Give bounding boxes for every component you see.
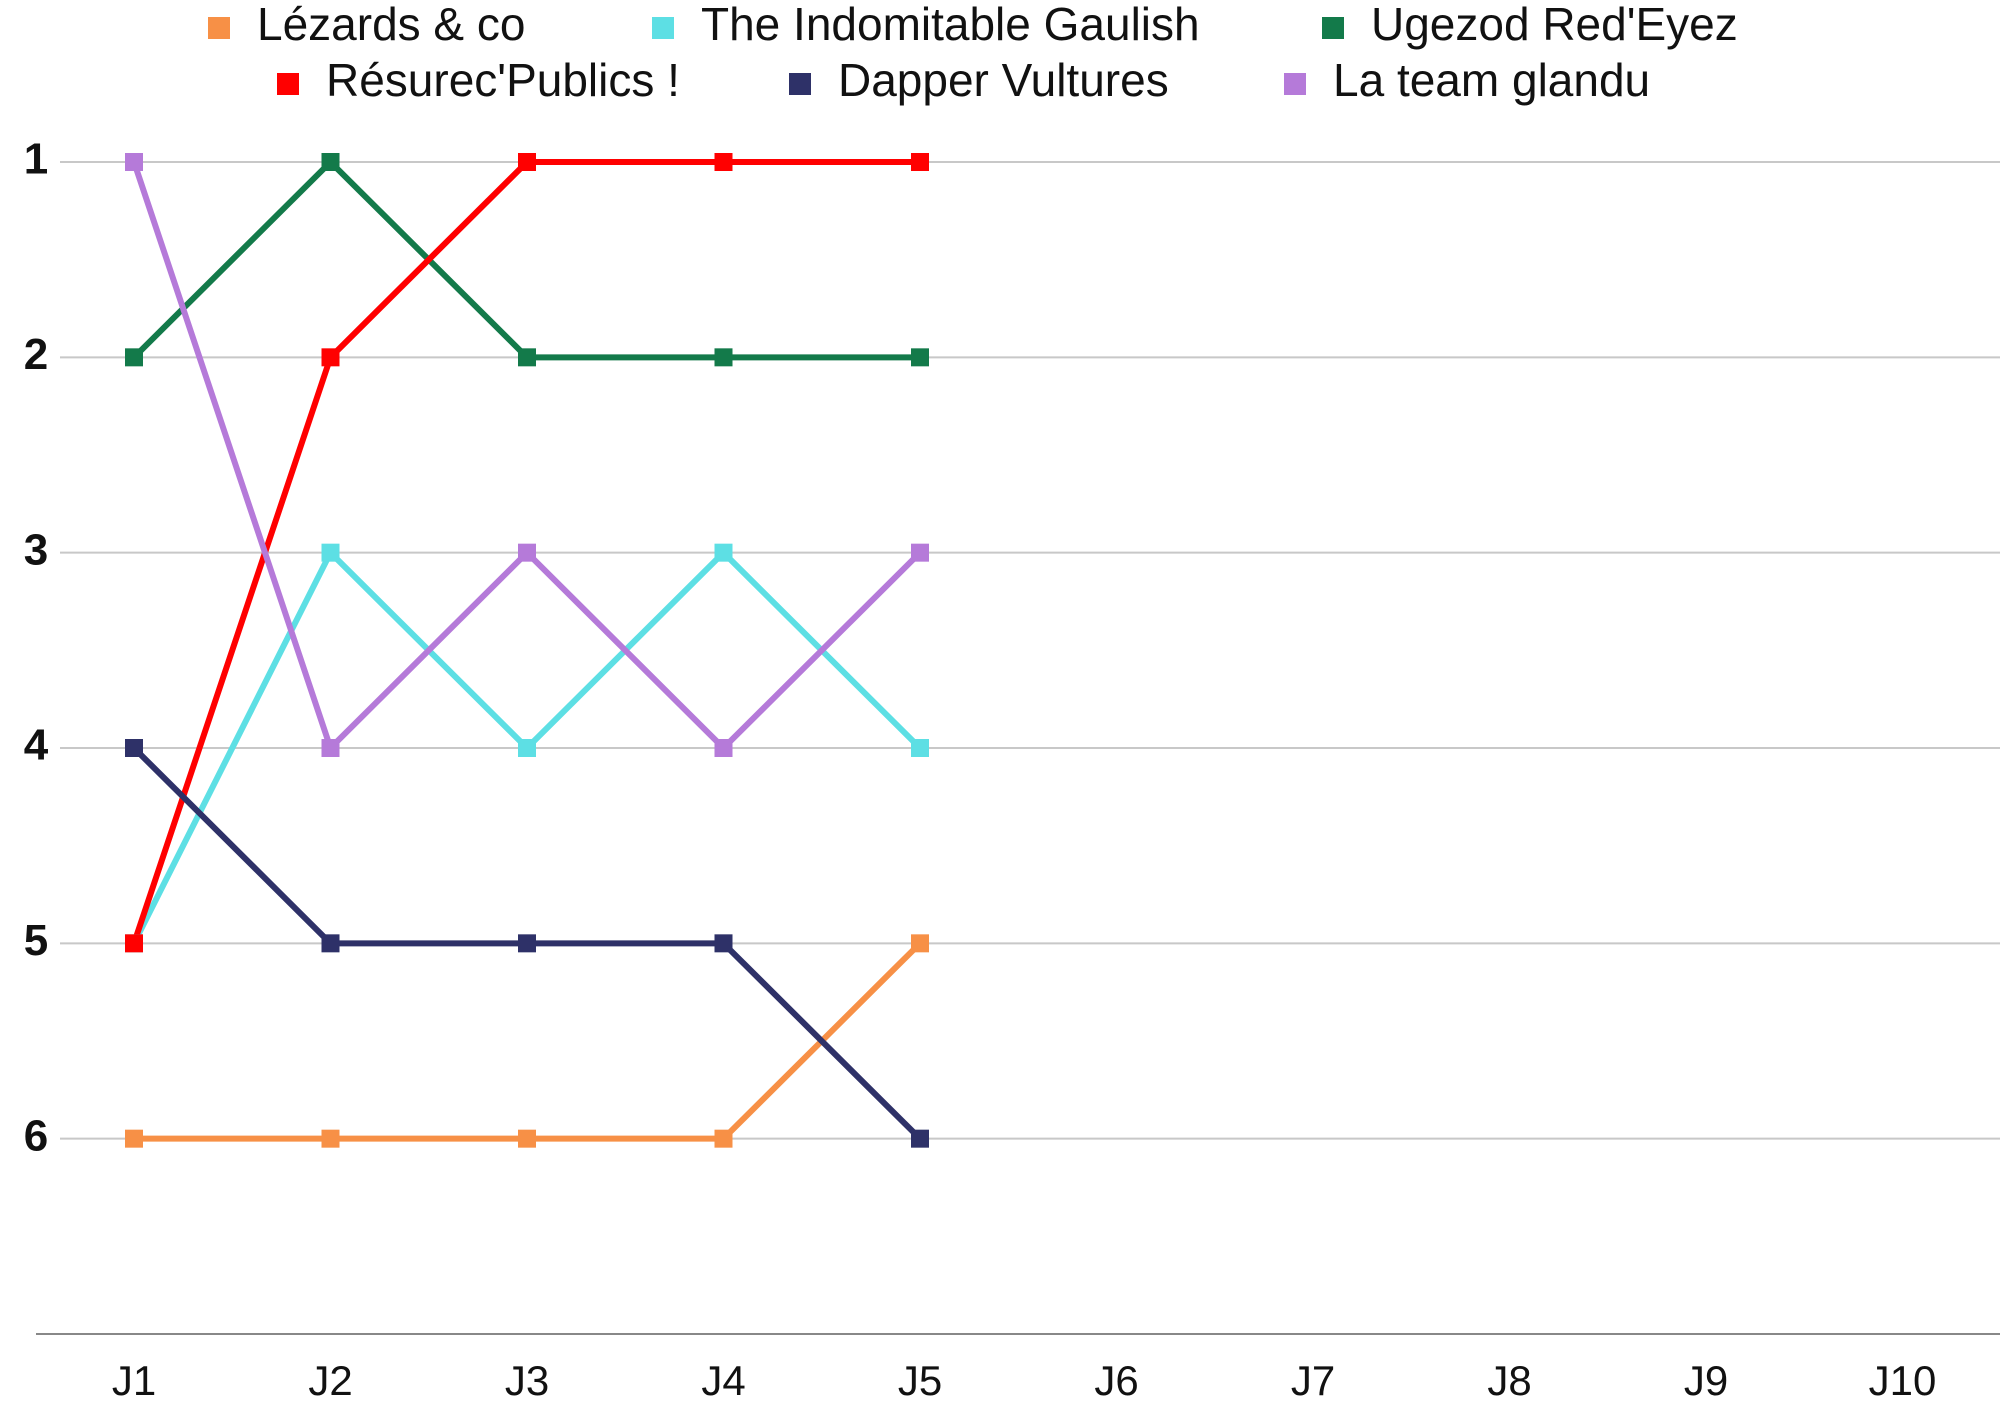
x-tick-label: J4 xyxy=(701,1357,745,1404)
y-tick-label: 1 xyxy=(24,135,48,184)
y-tick-label: 5 xyxy=(24,916,48,965)
point-marker xyxy=(125,1129,143,1148)
point-marker xyxy=(714,543,733,562)
legend-swatch xyxy=(652,17,674,39)
legend-label: Résurec'Publics ! xyxy=(326,54,680,106)
series-line xyxy=(134,941,923,1142)
point-marker xyxy=(321,1129,340,1148)
point-marker xyxy=(125,348,143,367)
point-marker xyxy=(911,739,929,757)
y-tick-label: 4 xyxy=(24,721,49,770)
point-marker xyxy=(321,543,340,562)
point-marker xyxy=(714,739,733,757)
point-marker xyxy=(321,739,340,757)
point-marker xyxy=(911,1129,929,1148)
x-tick-label: J7 xyxy=(1291,1357,1335,1404)
x-tick-label: J1 xyxy=(112,1357,156,1404)
point-marker xyxy=(518,1129,536,1148)
point-marker xyxy=(714,1129,733,1148)
legend-label: The Indomitable Gaulish xyxy=(701,0,1200,50)
point-marker xyxy=(321,934,340,953)
x-tick-label: J2 xyxy=(308,1357,352,1404)
point-marker xyxy=(714,348,733,367)
point-marker xyxy=(125,153,143,171)
legend-swatch xyxy=(277,73,299,95)
x-tick-label: J3 xyxy=(505,1357,549,1404)
x-tick-label: J5 xyxy=(898,1357,942,1404)
legend-swatch xyxy=(1284,73,1306,95)
legend-swatch xyxy=(1322,17,1344,39)
point-marker xyxy=(518,543,536,562)
point-marker xyxy=(125,739,143,757)
point-marker xyxy=(518,739,536,757)
point-marker xyxy=(125,934,143,953)
point-marker xyxy=(321,153,340,171)
point-marker xyxy=(714,934,733,953)
point-marker xyxy=(321,348,340,367)
legend-label: Dapper Vultures xyxy=(838,54,1169,106)
x-tick-label: J8 xyxy=(1487,1357,1531,1404)
x-tick-label: J9 xyxy=(1684,1357,1728,1404)
y-tick-label: 6 xyxy=(24,1111,48,1160)
x-tick-label: J6 xyxy=(1094,1357,1138,1404)
point-marker xyxy=(518,153,536,171)
point-marker xyxy=(911,348,929,367)
legend-swatch xyxy=(208,17,230,39)
point-marker xyxy=(518,348,536,367)
point-marker xyxy=(911,934,929,953)
series-line xyxy=(131,161,923,751)
legend-label: Lézards & co xyxy=(257,0,525,50)
x-tick-label: J10 xyxy=(1869,1357,1937,1404)
point-marker xyxy=(714,153,733,171)
point-marker xyxy=(911,543,929,562)
y-tick-label: 2 xyxy=(24,330,48,379)
series-line xyxy=(131,159,920,361)
legend-label: Ugezod Red'Eyez xyxy=(1371,0,1738,50)
point-marker xyxy=(911,153,929,171)
y-tick-label: 3 xyxy=(24,525,48,574)
legend-swatch xyxy=(789,73,811,95)
point-marker xyxy=(518,934,536,953)
legend-label: La team glandu xyxy=(1333,54,1650,106)
